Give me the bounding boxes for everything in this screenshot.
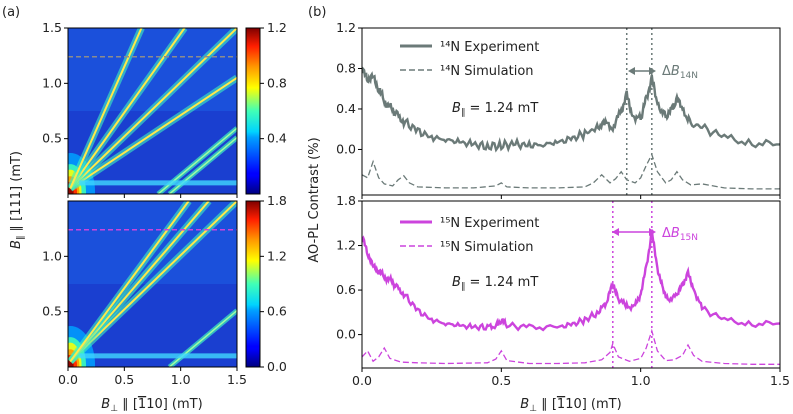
delta-arrowhead-15n-left: [612, 228, 619, 236]
colorbar-tick-label: 1.2: [267, 20, 287, 35]
y-tick-label: 0.4: [336, 101, 356, 116]
legend-15n-sim-label: ¹⁵N Simulation: [440, 240, 534, 255]
legend-15n-exp-label: ¹⁵N Experiment: [440, 216, 539, 231]
heatmap-resonance-line: [69, 28, 143, 189]
x-tick-label: 0.5: [491, 373, 511, 388]
legend-bottom: ¹⁵N Experiment ¹⁵N Simulation: [400, 216, 539, 255]
x-tick-label: 1.0: [631, 373, 651, 388]
legend-14n-sim-label: ¹⁴N Simulation: [440, 64, 534, 79]
y-tick-label: 1.8: [336, 193, 356, 208]
colorbar-tick-label: 0.0: [267, 359, 287, 374]
y-tick-label: 0.0: [336, 141, 356, 156]
colorbar-tick-label: 0.6: [267, 304, 287, 319]
lineplot-bottom-frame: [361, 200, 781, 369]
series-experiment-line: [362, 229, 780, 332]
panel-a-label: (a): [2, 5, 20, 20]
y-tick-label: 1.2: [336, 238, 356, 253]
y-tick-label: 0.5: [42, 304, 62, 319]
heatmap-top-frame: [67, 27, 238, 195]
legend-top: ¹⁴N Experiment ¹⁴N Simulation: [400, 40, 539, 79]
y-tick-label: 0.0: [336, 327, 356, 342]
annotation-top-bfield: B∥ = 1.24 mT: [452, 101, 538, 118]
lineplot-top: 0.0 0.4 0.8 1.2 ¹⁴N Experiment ¹⁴N Simulati…: [336, 20, 781, 199]
heatmap-resonance-line: [69, 201, 190, 363]
heatmap-bottom: 0.5 1.0 0.0 0.5 1.0 1.5: [42, 200, 247, 387]
heatmap-resonance-line: [69, 76, 237, 190]
y-tick-label: 1.0: [42, 248, 62, 263]
heatmap-xlabel: B⊥ ∥ [110] (mT): [101, 397, 202, 414]
lineplot-bottom: 0.0 0.6 1.2 1.8 0.0 0.5 1.0 1.5 ¹⁵N Experiment …: [336, 193, 790, 388]
x-tick-label: 1.0: [171, 372, 191, 387]
colorbar-tick-label: 0.4: [267, 131, 287, 146]
delta-arrowhead-14n-left: [628, 67, 635, 75]
series-simulation-line: [362, 328, 780, 365]
annotation-bottom-bfield: B∥ = 1.24 mT: [452, 275, 538, 292]
colorbar-bottom-gradient: [245, 200, 261, 368]
x-tick-label: 1.5: [227, 372, 247, 387]
x-tick-label: 0.0: [58, 372, 78, 387]
colorbar-tick-label: 0.8: [267, 75, 287, 90]
lineplot-ylabel: AO-PL Contrast (%): [307, 137, 322, 262]
colorbar-bottom: 0.0 0.6 1.2 1.8: [245, 193, 287, 374]
delta-arrowhead-14n-right: [649, 67, 656, 75]
heatmap-bottom-frame: [67, 200, 238, 368]
y-tick-label: 1.5: [42, 20, 62, 35]
x-tick-label: 0.0: [352, 373, 372, 388]
delta-label-14n: ΔB14N: [662, 64, 698, 81]
y-tick-label: 1.2: [336, 20, 356, 35]
delta-arrowhead-15n-right: [649, 228, 656, 236]
lineplot-top-frame: [361, 27, 781, 196]
panel-b-label: (b): [308, 5, 326, 20]
y-tick-label: 0.5: [42, 131, 62, 146]
colorbar-top-gradient: [245, 27, 261, 195]
heatmap-resonance-line: [69, 28, 237, 190]
colorbar-top: 0.4 0.8 1.2: [245, 20, 287, 195]
delta-label-15n: ΔB15N: [662, 226, 698, 243]
y-tick-label: 1.0: [42, 75, 62, 90]
y-tick-label: 0.6: [336, 282, 356, 297]
heatmap-resonance-line: [69, 201, 237, 363]
series-simulation-line: [362, 152, 780, 190]
y-tick-label: 0.8: [336, 60, 356, 75]
heatmap-ylabel: B∥ ∥ [111] (mT): [9, 151, 26, 249]
x-tick-label: 1.5: [770, 373, 790, 388]
series-experiment-line: [362, 66, 780, 153]
heatmap-top: 0.5 1.0 1.5: [42, 20, 238, 198]
colorbar-tick-label: 1.8: [267, 193, 287, 208]
colorbar-tick-label: 1.2: [267, 248, 287, 263]
heatmap-resonance-line: [69, 28, 186, 190]
legend-14n-exp-label: ¹⁴N Experiment: [440, 40, 539, 55]
x-tick-label: 0.5: [114, 372, 134, 387]
lineplot-xlabel: B⊥ ∥ [110] (mT): [520, 397, 621, 414]
